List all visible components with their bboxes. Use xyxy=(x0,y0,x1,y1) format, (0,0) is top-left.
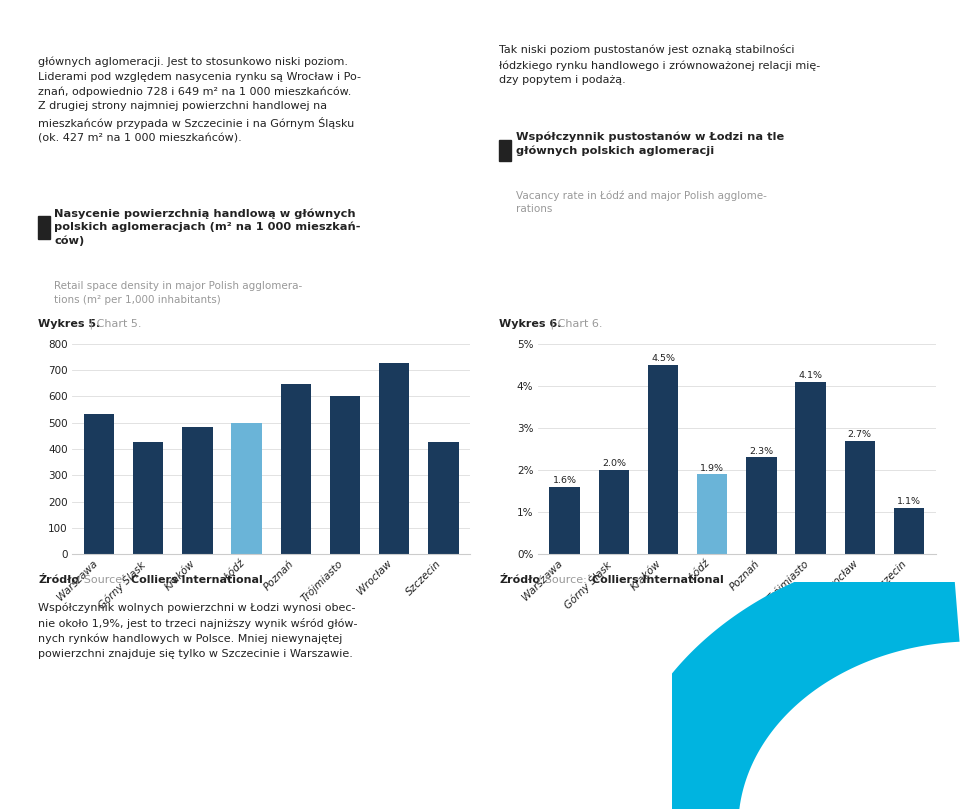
Text: 19: 19 xyxy=(912,11,936,28)
Bar xyxy=(549,487,580,554)
Bar xyxy=(280,383,311,554)
Text: | Chart 5.: | Chart 5. xyxy=(86,319,142,329)
Text: 2.0%: 2.0% xyxy=(602,460,626,468)
Text: 1.9%: 1.9% xyxy=(700,464,724,472)
Text: | Chart 6.: | Chart 6. xyxy=(547,319,603,329)
Bar xyxy=(379,362,409,554)
Bar xyxy=(84,413,114,554)
Bar xyxy=(795,382,826,554)
Bar xyxy=(133,442,163,554)
Bar xyxy=(182,426,213,554)
Bar xyxy=(499,140,512,161)
Bar xyxy=(845,441,875,554)
Text: 2.3%: 2.3% xyxy=(750,447,774,455)
Text: Tak niski poziom pustostanów jest oznaką stabilności
łódzkiego rynku handlowego : Tak niski poziom pustostanów jest oznaką… xyxy=(499,44,821,85)
Text: Nasycenie powierzchnią handlową w głównych
polskich aglomeracjach (m² na 1 000 m: Nasycenie powierzchnią handlową w główny… xyxy=(55,208,361,247)
Text: Źródło: Źródło xyxy=(38,575,80,585)
Text: głównych aglomeracji. Jest to stosunkowo niski poziom.
Liderami pod względem nas: głównych aglomeracji. Jest to stosunkowo… xyxy=(38,57,361,143)
Bar xyxy=(329,396,360,554)
Text: RYNEK HANDLOWY W ŁODZI: RYNEK HANDLOWY W ŁODZI xyxy=(597,11,859,28)
Bar xyxy=(231,423,262,554)
Text: Colliers International: Colliers International xyxy=(592,575,724,585)
Text: Źródło: Źródło xyxy=(499,575,540,585)
Bar xyxy=(599,470,629,554)
Text: Retail space density in major Polish agglomera-
tions (m² per 1,000 inhabitants): Retail space density in major Polish agg… xyxy=(55,282,302,304)
Bar xyxy=(428,442,459,554)
Text: 2.7%: 2.7% xyxy=(848,430,872,439)
Bar xyxy=(648,365,679,554)
Text: Współczynnik pustostanów w Łodzi na tle
głównych polskich aglomeracji: Współczynnik pustostanów w Łodzi na tle … xyxy=(516,131,784,155)
Text: 4.1%: 4.1% xyxy=(799,371,823,380)
Text: 1.6%: 1.6% xyxy=(553,477,577,485)
Bar xyxy=(38,216,50,239)
Text: Wykres 6.: Wykres 6. xyxy=(499,319,562,329)
Text: 1.1%: 1.1% xyxy=(897,498,921,506)
Text: 4.5%: 4.5% xyxy=(651,354,675,363)
Text: / Source:: / Source: xyxy=(73,575,130,585)
Text: Vacancy rate in Łódź and major Polish agglome-
rations: Vacancy rate in Łódź and major Polish ag… xyxy=(516,190,766,214)
Text: Współczynnik wolnych powierzchni w Łodzi wynosi obec-
nie około 1,9%, jest to tr: Współczynnik wolnych powierzchni w Łodzi… xyxy=(38,603,358,659)
Text: Wykres 5.: Wykres 5. xyxy=(38,319,101,329)
Bar xyxy=(697,474,728,554)
Text: / Source:: / Source: xyxy=(534,575,590,585)
Text: Colliers International: Colliers International xyxy=(132,575,263,585)
Bar xyxy=(746,457,777,554)
Bar xyxy=(894,508,924,554)
Polygon shape xyxy=(614,544,960,809)
